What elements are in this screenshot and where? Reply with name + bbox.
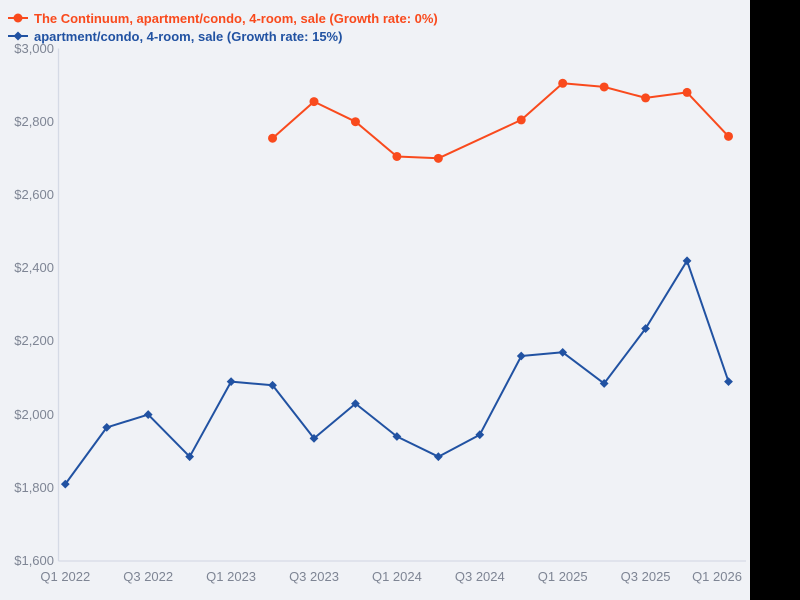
x-tick-label: Q1 2026 — [692, 569, 742, 584]
circle-marker-icon — [8, 13, 28, 23]
data-point[interactable] — [268, 133, 278, 143]
legend-label-apartment-condo: apartment/condo, 4-room, sale (Growth ra… — [34, 28, 343, 44]
data-point[interactable] — [682, 87, 692, 97]
y-tick-label: $1,800 — [14, 479, 54, 495]
x-tick-label: Q3 2024 — [454, 569, 505, 584]
data-point[interactable] — [268, 380, 277, 390]
y-tick-label: $2,200 — [14, 333, 54, 349]
data-point[interactable] — [724, 131, 733, 141]
legend-item-continuum[interactable]: The Continuum, apartment/condo, 4-room, … — [8, 10, 438, 26]
data-point[interactable] — [350, 117, 360, 127]
y-tick-label: $1,600 — [14, 553, 54, 568]
x-tick-label: Q1 2024 — [371, 569, 422, 584]
data-point[interactable] — [433, 153, 443, 163]
data-point[interactable] — [724, 377, 733, 387]
data-point[interactable] — [351, 399, 360, 408]
data-point[interactable] — [475, 430, 485, 440]
data-point[interactable] — [309, 433, 319, 443]
data-point[interactable] — [599, 379, 609, 388]
data-point[interactable] — [558, 78, 568, 88]
x-tick-label: Q1 2025 — [537, 569, 588, 584]
x-tick-label: Q3 2025 — [620, 569, 671, 584]
data-point[interactable] — [309, 97, 319, 107]
data-point[interactable] — [433, 452, 443, 462]
y-tick-label: $2,000 — [14, 406, 54, 422]
legend-item-apartment-condo[interactable]: apartment/condo, 4-room, sale (Growth ra… — [8, 28, 438, 44]
y-tick-label: $2,800 — [14, 113, 54, 129]
data-point[interactable] — [60, 479, 70, 489]
data-point[interactable] — [185, 452, 195, 462]
data-point[interactable] — [143, 410, 153, 419]
data-point[interactable] — [392, 432, 402, 441]
data-point[interactable] — [102, 422, 112, 432]
screen-black-band — [750, 0, 800, 600]
x-tick-label: Q1 2023 — [206, 569, 257, 584]
data-point[interactable] — [392, 151, 402, 161]
y-tick-label: $2,400 — [14, 260, 54, 276]
chart-legend: The Continuum, apartment/condo, 4-room, … — [8, 10, 438, 44]
diamond-marker-icon — [8, 31, 28, 41]
data-point[interactable] — [599, 82, 609, 92]
data-point[interactable] — [226, 377, 236, 387]
series-line-continuum — [271, 82, 730, 160]
data-point[interactable] — [516, 351, 526, 361]
data-point[interactable] — [558, 347, 568, 357]
data-point[interactable] — [641, 93, 651, 103]
series-line-apartment — [64, 259, 730, 485]
x-tick-label: Q1 2022 — [40, 569, 91, 584]
data-point[interactable] — [516, 115, 526, 125]
y-tick-label: $3,000 — [14, 40, 54, 56]
x-tick-label: Q3 2022 — [123, 569, 174, 584]
data-point[interactable] — [682, 256, 692, 266]
legend-label-continuum: The Continuum, apartment/condo, 4-room, … — [34, 10, 438, 26]
y-tick-label: $2,600 — [14, 186, 54, 202]
x-tick-label: Q3 2023 — [289, 569, 339, 584]
data-point[interactable] — [641, 324, 650, 333]
